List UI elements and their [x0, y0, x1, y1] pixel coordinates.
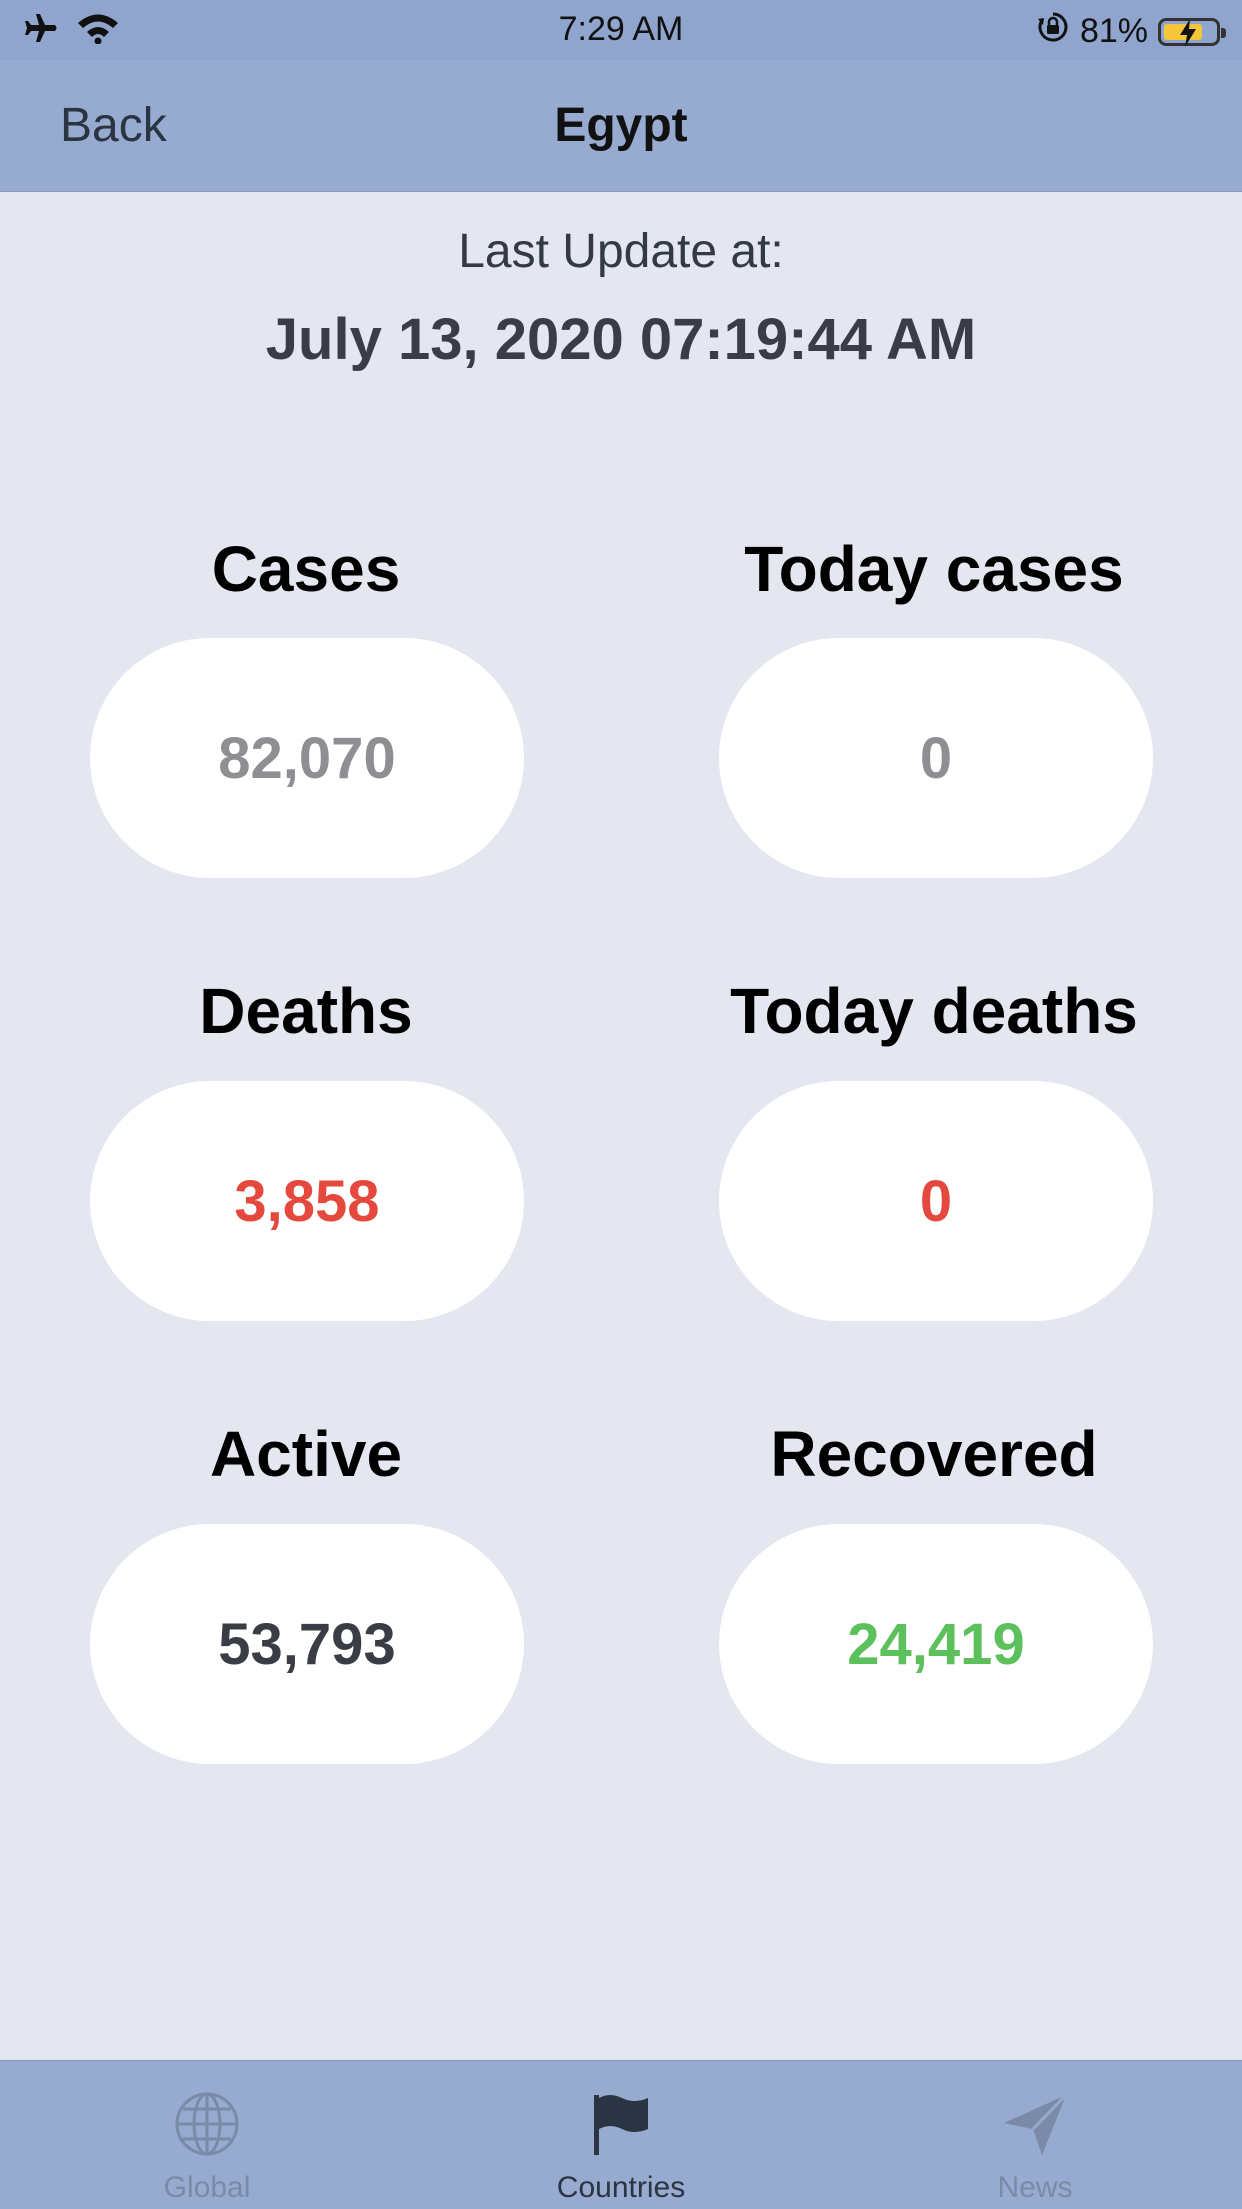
page-title: Egypt: [554, 99, 688, 152]
deaths-title: Deaths: [199, 975, 413, 1047]
back-button[interactable]: Back: [60, 99, 167, 152]
today-cases-value: 0: [719, 638, 1153, 878]
globe-icon: [175, 2092, 239, 2156]
cases-title: Cases: [211, 533, 401, 605]
cases-value: 82,070: [90, 638, 524, 878]
navigation-bar: Back Egypt: [0, 60, 1242, 192]
today-cases-title: Today cases: [744, 533, 1124, 605]
tab-global-label: Global: [163, 2171, 251, 2204]
tab-news[interactable]: News: [828, 2061, 1242, 2209]
status-left: [22, 12, 120, 49]
tab-news-label: News: [997, 2171, 1073, 2204]
today-deaths-title: Today deaths: [730, 975, 1138, 1047]
last-update-label: Last Update at:: [458, 225, 784, 278]
tab-bar: Global Countries News: [0, 2060, 1242, 2209]
recovered-title: Recovered: [770, 1418, 1098, 1490]
status-right: 81%: [1036, 10, 1226, 53]
last-update-time: July 13, 2020 07:19:44 AM: [265, 307, 977, 372]
battery-percent: 81%: [1079, 12, 1148, 50]
recovered-value: 24,419: [719, 1524, 1153, 1764]
active-value: 53,793: [90, 1524, 524, 1764]
battery-charging-icon: [1158, 17, 1226, 47]
tab-countries[interactable]: Countries: [414, 2061, 828, 2209]
airplane-icon: [22, 12, 58, 49]
paper-plane-icon: [1004, 2093, 1068, 2155]
deaths-value: 3,858: [90, 1081, 524, 1321]
status-time: 7:29 AM: [558, 10, 684, 48]
today-deaths-value: 0: [719, 1081, 1153, 1321]
flag-icon: [594, 2095, 648, 2155]
active-title: Active: [209, 1418, 403, 1490]
orientation-lock-icon: [1036, 10, 1070, 53]
wifi-icon: [76, 12, 120, 49]
tab-countries-label: Countries: [556, 2171, 686, 2204]
status-bar: 7:29 AM 81%: [0, 0, 1242, 60]
tab-global[interactable]: Global: [0, 2061, 414, 2209]
